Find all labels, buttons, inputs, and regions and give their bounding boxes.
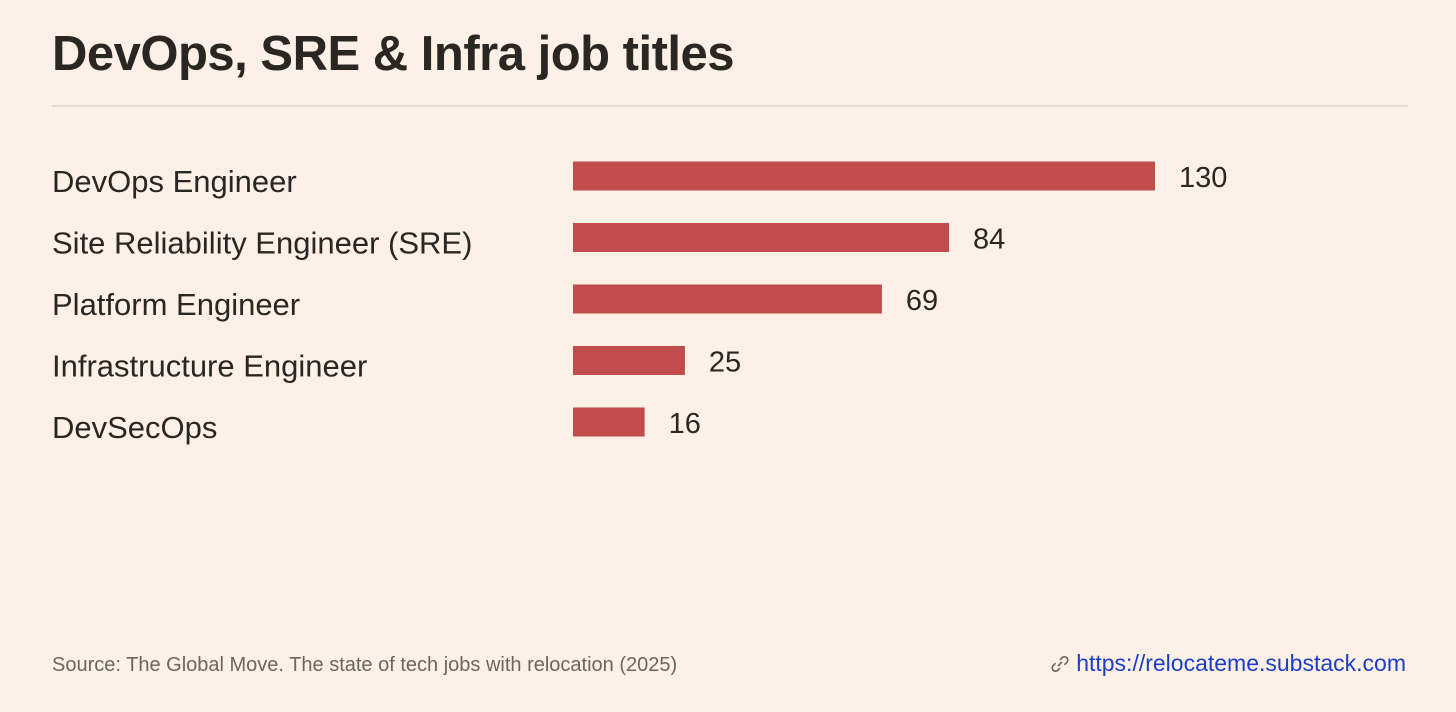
- bar: [573, 284, 882, 314]
- category-label: DevOps Engineer: [52, 164, 297, 199]
- category-label: Site Reliability Engineer (SRE): [52, 226, 472, 261]
- source-link[interactable]: https://relocateme.substack.com: [1050, 650, 1406, 677]
- value-label: 84: [973, 224, 1005, 256]
- source-link-text[interactable]: https://relocateme.substack.com: [1076, 650, 1406, 676]
- bar: [573, 223, 950, 252]
- bars-group: DevOps Engineer 130 Site Reliability Engin…: [52, 161, 1227, 445]
- category-label: Platform Engineer: [52, 287, 300, 322]
- link-icon: [1051, 655, 1069, 672]
- value-label: 130: [1179, 162, 1227, 194]
- category-label: Infrastructure Engineer: [52, 349, 367, 384]
- title-divider: [52, 105, 1408, 107]
- bar: [573, 346, 685, 375]
- value-label: 69: [906, 285, 938, 317]
- value-label: 25: [709, 347, 741, 379]
- source-note: Source: The Global Move. The state of te…: [52, 654, 678, 676]
- value-label: 16: [669, 408, 701, 440]
- bar: [573, 161, 1155, 191]
- category-label: DevSecOps: [52, 410, 217, 445]
- chart-title: DevOps, SRE & Infra job titles: [52, 27, 735, 81]
- bar: [573, 407, 645, 437]
